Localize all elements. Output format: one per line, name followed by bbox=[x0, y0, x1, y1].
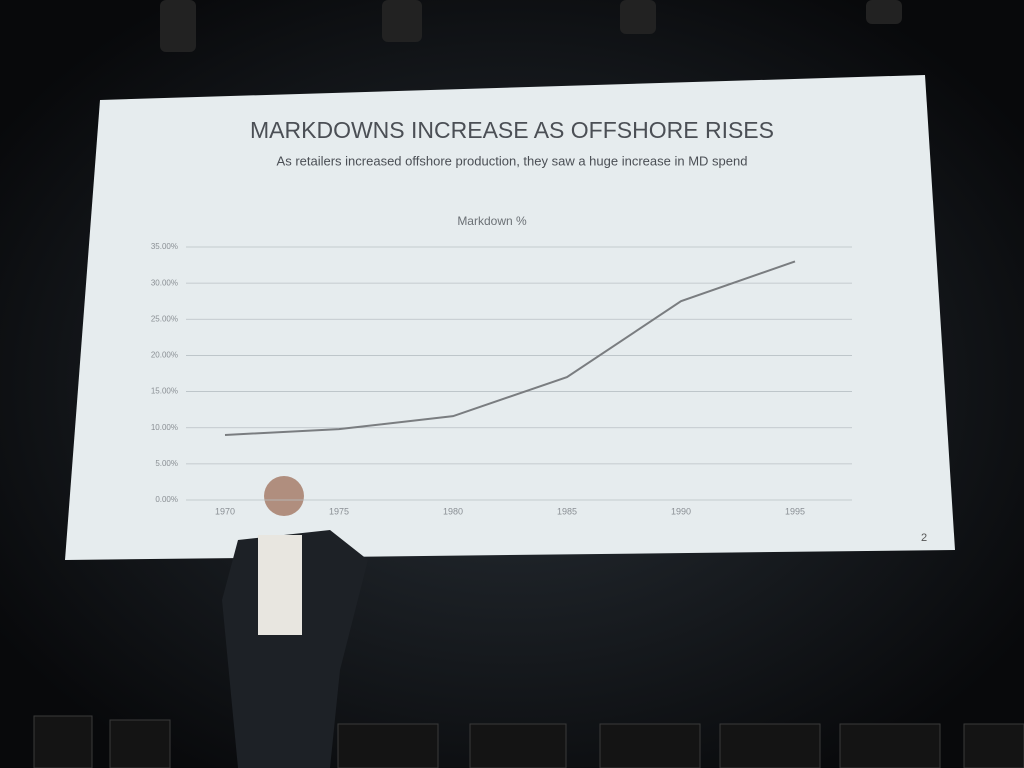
y-tick-label: 10.00% bbox=[151, 423, 178, 432]
slide-title: MARKDOWNS INCREASE AS OFFSHORE RISES bbox=[250, 117, 774, 143]
x-tick-label: 1980 bbox=[443, 506, 463, 516]
page-number: 2 bbox=[921, 532, 927, 544]
data-line bbox=[224, 260, 796, 436]
slide bbox=[65, 75, 955, 560]
chairs bbox=[33, 715, 1024, 768]
x-tick-label: 1975 bbox=[329, 506, 349, 516]
stage-lights bbox=[160, 0, 902, 52]
y-tick-label: 0.00% bbox=[155, 495, 178, 504]
plot: 0.00% 5.00% 10.00% 15.00% 20.00% 25.00% 30.00%… bbox=[151, 242, 852, 516]
y-tick-label: 20.00% bbox=[151, 351, 178, 360]
y-tick-label: 35.00% bbox=[151, 242, 178, 251]
y-tick-label: 30.00% bbox=[151, 278, 178, 287]
x-tick-label: 1970 bbox=[215, 506, 235, 516]
y-tick-label: 15.00% bbox=[151, 387, 178, 396]
y-tick-label: 5.00% bbox=[155, 459, 178, 468]
x-tick-label: 1990 bbox=[671, 506, 691, 516]
x-tick-label: 1985 bbox=[557, 506, 577, 516]
y-tick-label: 25.00% bbox=[151, 314, 178, 323]
chart-title: Markdown % bbox=[457, 214, 527, 228]
speaker bbox=[222, 476, 368, 768]
slide-subtitle: As retailers increased offshore producti… bbox=[277, 153, 748, 168]
x-tick-label: 1995 bbox=[785, 506, 805, 516]
